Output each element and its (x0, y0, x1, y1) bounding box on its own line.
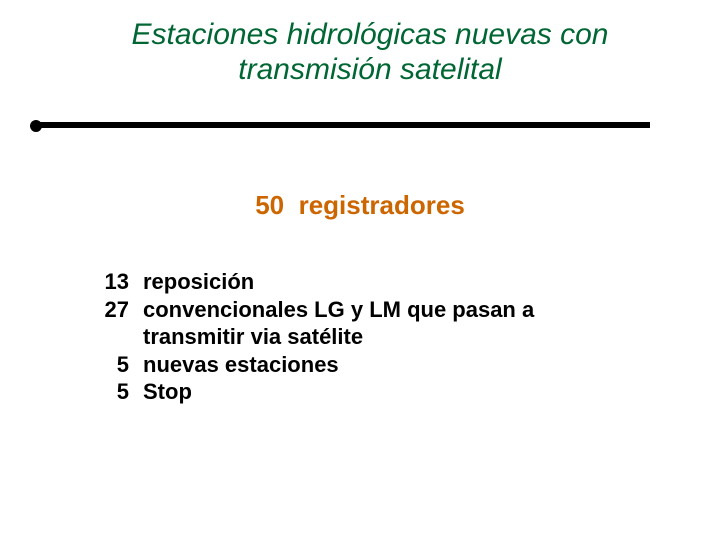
item-count: 27 (85, 296, 129, 324)
item-text: Stop (129, 378, 640, 406)
list-item: 5 nuevas estaciones (85, 351, 640, 379)
rule-bar (40, 122, 650, 128)
horizontal-rule (30, 120, 650, 130)
slide: Estaciones hidrológicas nuevas con trans… (0, 0, 720, 540)
title-line-1: Estaciones hidrológicas nuevas con (132, 18, 609, 51)
list-item: 27 convencionales LG y LM que pasan a tr… (85, 296, 640, 351)
item-count: 5 (85, 351, 129, 379)
headline-label: registradores (299, 190, 465, 220)
item-list: 13 reposición 27 convencionales LG y LM … (85, 268, 640, 406)
list-item: 5 Stop (85, 378, 640, 406)
item-text: nuevas estaciones (129, 351, 640, 379)
item-count: 13 (85, 268, 129, 296)
item-text: convencionales LG y LM que pasan a trans… (129, 296, 640, 351)
title-line-2: transmisión satelital (238, 53, 501, 86)
headline-count: 50 (255, 190, 284, 220)
item-text: reposición (129, 268, 640, 296)
slide-title: Estaciones hidrológicas nuevas con trans… (80, 18, 660, 87)
item-count: 5 (85, 378, 129, 406)
headline: 50 registradores (0, 190, 720, 221)
list-item: 13 reposición (85, 268, 640, 296)
